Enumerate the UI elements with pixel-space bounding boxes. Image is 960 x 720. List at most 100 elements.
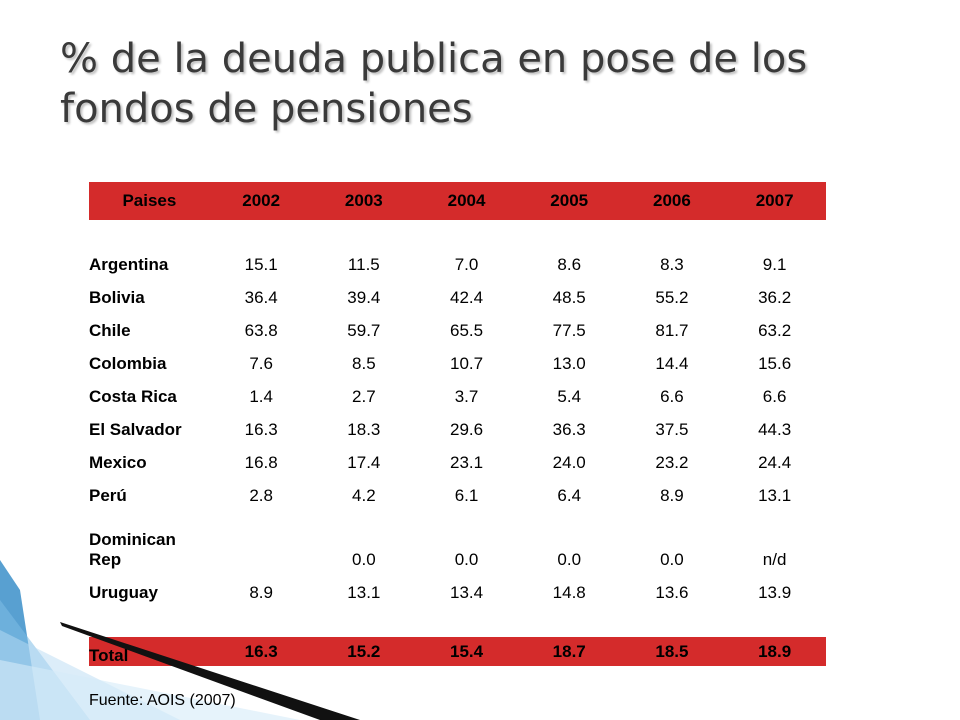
country-cell: Colombia: [89, 353, 167, 373]
spacer-row: [89, 220, 826, 248]
value-cell: 0.0: [454, 550, 479, 569]
value-cell: 65.5: [449, 320, 484, 340]
value-cell: 13.9: [758, 582, 792, 602]
value-cell: 36.2: [758, 287, 792, 307]
table-row: Mexico 16.8 17.4 23.1 24.0 23.2 24.4: [89, 446, 826, 479]
country-cell: Perú: [89, 485, 127, 505]
value-cell: 55.2: [655, 287, 689, 307]
value-cell: 23.2: [655, 452, 689, 472]
table-row: El Salvador 16.3 18.3 29.6 36.3 37.5 44.…: [89, 413, 826, 446]
value-cell: 8.6: [557, 254, 582, 274]
value-cell: 8.9: [660, 485, 684, 505]
table-row: Chile 63.8 59.7 65.5 77.5 81.7 63.2: [89, 314, 826, 347]
value-cell: 37.5: [655, 419, 689, 439]
country-cell: El Salvador: [89, 419, 182, 439]
value-cell: 3.7: [454, 386, 479, 406]
value-cell: 9.1: [762, 254, 787, 274]
total-value-cell: 16.3: [209, 637, 313, 666]
table-row: Colombia 7.6 8.5 10.7 13.0 14.4 15.6: [89, 347, 826, 380]
value-cell: 14.8: [552, 582, 586, 602]
total-value-cell: 18.7: [517, 637, 621, 666]
value-cell: 48.5: [552, 287, 586, 307]
value-cell: 0.0: [660, 550, 684, 569]
total-value-cell: 15.4: [415, 637, 518, 666]
value-cell: 1.4: [249, 386, 273, 406]
value-cell: 7.6: [249, 353, 273, 373]
value-cell: 6.6: [660, 386, 684, 406]
value-cell: 24.0: [552, 452, 586, 472]
country-cell: Argentina: [89, 254, 169, 274]
country-cell: Costa Rica: [89, 386, 177, 406]
header-cell: 2003: [312, 182, 416, 220]
header-cell: 2006: [620, 182, 724, 220]
value-cell: 0.0: [557, 550, 582, 569]
value-cell: 18.3: [347, 419, 381, 439]
value-cell: 15.1: [244, 254, 278, 274]
country-name-line1: Dominican: [89, 530, 176, 549]
value-cell: 16.3: [244, 419, 278, 439]
value-cell: 81.7: [655, 320, 689, 340]
value-cell: 29.6: [449, 419, 484, 439]
value-cell: 13.1: [347, 582, 381, 602]
table-row: Uruguay 8.9 13.1 13.4 14.8 13.6 13.9: [89, 576, 826, 609]
total-row: Total 16.3 15.2 15.4 18.7 18.5 18.9: [89, 637, 826, 666]
value-cell: 6.4: [557, 485, 582, 505]
value-cell: 36.4: [244, 287, 278, 307]
value-cell: 77.5: [552, 320, 586, 340]
slide-title: % de la deuda publica en pose de los fon…: [60, 36, 808, 132]
value-cell: 39.4: [347, 287, 381, 307]
total-value-cell: 18.5: [620, 637, 724, 666]
total-value-cell: 18.9: [723, 637, 826, 666]
value-cell: 63.8: [244, 320, 278, 340]
table-header-row: Paises 2002 2003 2004 2005 2006 2007: [89, 182, 826, 220]
table-row: Bolivia 36.4 39.4 42.4 48.5 55.2 36.2: [89, 281, 826, 314]
value-cell: 5.4: [557, 386, 582, 406]
table-row: Costa Rica 1.4 2.7 3.7 5.4 6.6 6.6: [89, 380, 826, 413]
country-name-line2: Rep: [89, 550, 122, 569]
value-cell: 2.8: [249, 485, 273, 505]
header-cell: 2005: [517, 182, 621, 220]
value-cell: 14.4: [655, 353, 689, 373]
header-cell: 2004: [415, 182, 518, 220]
value-cell: 2.7: [352, 386, 376, 406]
value-cell: 42.4: [449, 287, 484, 307]
total-value-cell: 15.2: [312, 637, 416, 666]
value-cell: 11.5: [347, 254, 380, 274]
value-cell: 8.9: [249, 582, 273, 602]
value-cell: 8.5: [352, 353, 376, 373]
value-cell: 63.2: [758, 320, 792, 340]
source-note: Fuente: AOIS (2007): [89, 692, 236, 709]
debt-table: Paises 2002 2003 2004 2005 2006 2007 Arg…: [89, 182, 826, 666]
table-row: Argentina 15.1 11.5 7.0 8.6 8.3 9.1: [89, 248, 826, 281]
value-cell: n/d: [762, 550, 787, 569]
value-cell: 13.6: [655, 582, 689, 602]
value-cell: 7.0: [454, 254, 479, 274]
value-cell: 59.7: [347, 320, 381, 340]
country-cell: Chile: [89, 320, 131, 340]
value-cell: 6.1: [454, 485, 479, 505]
header-cell: Paises: [89, 182, 210, 220]
decorative-swoosh: [0, 560, 360, 720]
value-cell: 17.4: [347, 452, 381, 472]
country-cell: Uruguay: [89, 582, 158, 602]
header-cell: 2002: [209, 182, 313, 220]
value-cell: 36.3: [552, 419, 586, 439]
value-cell: 6.6: [762, 386, 787, 406]
country-cell: Mexico: [89, 452, 147, 472]
country-cell: Dominican Rep: [89, 512, 210, 576]
value-cell: 13.4: [449, 582, 484, 602]
value-cell: 44.3: [758, 419, 792, 439]
header-cell: 2007: [723, 182, 826, 220]
value-cell: 4.2: [352, 485, 376, 505]
value-cell: 23.1: [449, 452, 484, 472]
value-cell: 16.8: [244, 452, 278, 472]
value-cell: 0.0: [352, 550, 376, 569]
value-cell: 24.4: [758, 452, 792, 472]
value-cell: 15.6: [758, 353, 792, 373]
table-row: Dominican Rep 0.0 0.0 0.0 0.0 n/d: [89, 512, 826, 576]
country-cell: Bolivia: [89, 287, 145, 307]
value-cell: 13.0: [552, 353, 586, 373]
table-row: Perú 2.8 4.2 6.1 6.4 8.9 13.1: [89, 479, 826, 512]
value-cell: 10.7: [449, 353, 484, 373]
value-cell: 13.1: [758, 485, 792, 505]
